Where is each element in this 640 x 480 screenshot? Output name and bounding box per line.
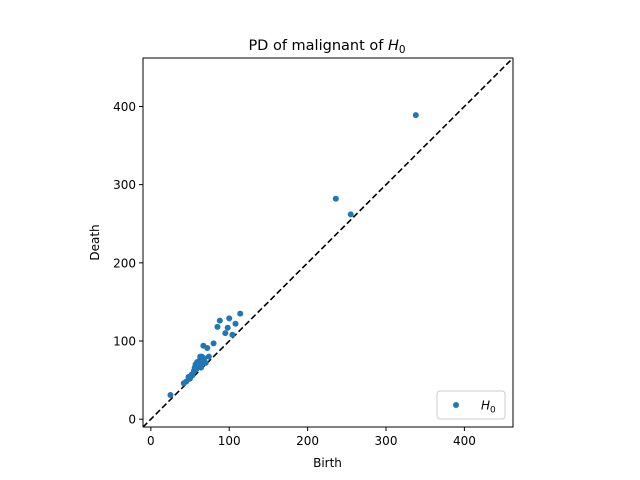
data-point xyxy=(347,211,354,218)
legend-marker xyxy=(453,402,459,408)
data-point xyxy=(237,310,244,317)
data-point xyxy=(214,323,221,330)
y-tick-label: 0 xyxy=(128,413,136,427)
data-point xyxy=(210,340,217,347)
chart-title: PD of malignant of H0 xyxy=(248,38,405,56)
data-point xyxy=(222,330,229,337)
legend-label: H0 xyxy=(481,399,496,416)
data-point xyxy=(167,391,174,398)
data-point xyxy=(204,345,211,352)
chart-title-math-sub: 0 xyxy=(399,44,406,56)
y-tick-label: 200 xyxy=(113,256,136,270)
legend-label-main: H xyxy=(481,399,490,413)
data-point xyxy=(224,324,231,331)
data-point xyxy=(232,320,239,327)
data-point xyxy=(412,112,419,119)
data-point xyxy=(229,331,236,338)
x-tick-label: 200 xyxy=(296,434,319,448)
data-point xyxy=(226,315,233,322)
x-axis-label: Birth xyxy=(313,456,342,470)
axes-frame xyxy=(142,57,514,428)
data-point xyxy=(189,372,196,379)
y-axis-label: Death xyxy=(88,224,102,260)
chart-title-math: H xyxy=(388,38,399,54)
data-point xyxy=(205,353,212,360)
y-tick-label: 100 xyxy=(113,335,136,349)
series-0 xyxy=(167,112,419,398)
data-point xyxy=(201,355,208,362)
y-tick-label: 400 xyxy=(113,100,136,114)
y-tick-label: 300 xyxy=(113,178,136,192)
diagonal-line xyxy=(143,58,513,427)
x-tick-label: 300 xyxy=(375,434,398,448)
data-point xyxy=(216,317,223,324)
data-point xyxy=(198,364,205,371)
x-tick-label: 400 xyxy=(453,434,476,448)
x-tick-label: 100 xyxy=(218,434,241,448)
chart-title-text: PD of malignant of xyxy=(248,38,388,54)
data-point xyxy=(202,359,209,366)
legend-label-sub: 0 xyxy=(490,406,496,416)
data-point xyxy=(332,195,339,202)
legend: H0 xyxy=(436,390,506,420)
x-tick-label: 0 xyxy=(147,434,155,448)
legend-box xyxy=(436,390,506,420)
